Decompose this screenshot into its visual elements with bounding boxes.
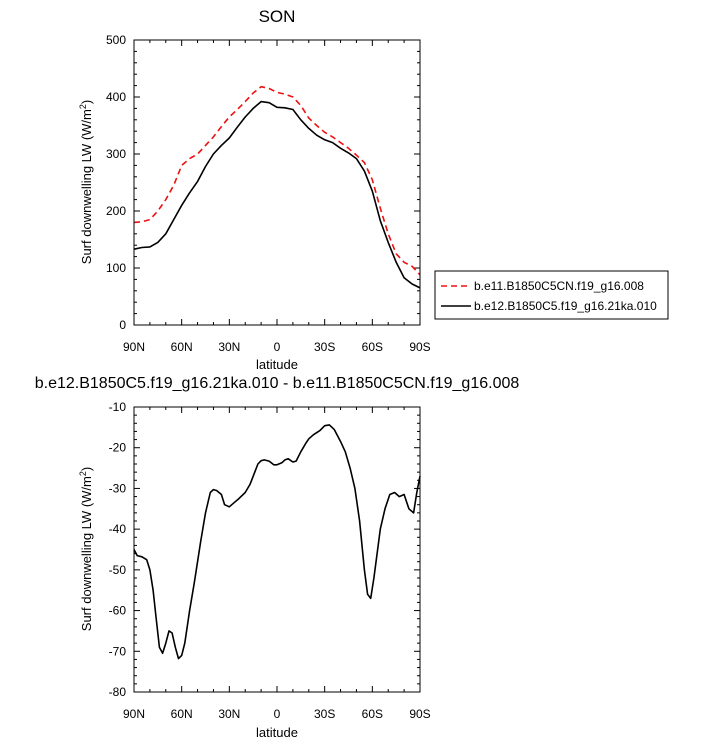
- bottom-series-line-1: [133, 424, 421, 660]
- top-y-tick-label: 200: [106, 204, 126, 218]
- bottom-y-tick-label: -40: [109, 522, 127, 536]
- top-y-axis-label-sup: 2: [78, 104, 88, 109]
- top-panel: SON 0 100 200 300 400 500 90N 60N 30N 0 30S 60S 90S…: [78, 7, 669, 372]
- top-chart-title: SON: [259, 7, 296, 26]
- top-x-tick-label: 90S: [409, 340, 430, 354]
- top-x-axis-label: latitude: [256, 357, 298, 372]
- bottom-y-ticks: -80 -70 -60 -50 -40 -30 -20 -10: [109, 400, 420, 699]
- top-plot-frame: [133, 39, 421, 326]
- top-x-ticks: 90N 60N 30N 0 30S 60S 90S: [123, 40, 431, 354]
- top-x-tick-label: 30N: [218, 340, 240, 354]
- bottom-x-tick-label: 30S: [314, 707, 335, 721]
- top-series-lines: [133, 85, 421, 289]
- bottom-y-tick-label: -10: [109, 400, 127, 414]
- bottom-y-tick-label: -30: [109, 481, 127, 495]
- legend: b.e11.B1850C5CN.f19_g16.008 b.e12.B1850C…: [434, 270, 669, 320]
- legend-label-series-1: b.e11.B1850C5CN.f19_g16.008: [474, 279, 644, 293]
- bottom-chart-title: b.e12.B1850C5.f19_g16.21ka.010 - b.e11.B…: [35, 375, 520, 392]
- top-y-axis-label-main: Surf downwelling LW (W/m: [79, 109, 94, 264]
- top-x-tick-label: 30S: [314, 340, 335, 354]
- top-y-axis-label: Surf downwelling LW (W/m2): [78, 100, 94, 264]
- top-y-tick-label: 400: [106, 90, 126, 104]
- bottom-y-axis-label-sup: 2: [78, 471, 88, 476]
- bottom-y-tick-label: -20: [109, 441, 127, 455]
- top-series-line-2: [133, 100, 421, 289]
- bottom-y-tick-label: -80: [109, 685, 127, 699]
- top-x-tick-label: 0: [274, 340, 281, 354]
- bottom-x-tick-label: 90N: [123, 707, 145, 721]
- top-x-tick-label: 60S: [362, 340, 383, 354]
- top-y-tick-label: 100: [106, 261, 126, 275]
- bottom-y-axis-label-end: ): [79, 467, 94, 471]
- top-series-line-1: [133, 85, 421, 276]
- bottom-y-tick-label: -70: [109, 644, 127, 658]
- legend-box: [434, 270, 669, 320]
- bottom-y-tick-label: -60: [109, 604, 127, 618]
- bottom-x-ticks: 90N 60N 30N 0 30S 60S 90S: [123, 407, 431, 721]
- top-x-tick-label: 90N: [123, 340, 145, 354]
- bottom-x-tick-label: 30N: [218, 707, 240, 721]
- bottom-x-axis-label: latitude: [256, 725, 298, 740]
- bottom-y-axis-label-main: Surf downwelling LW (W/m: [79, 476, 94, 631]
- top-x-tick-label: 60N: [171, 340, 193, 354]
- bottom-x-tick-label: 0: [274, 707, 281, 721]
- legend-label-series-2: b.e12.B1850C5.f19_g16.21ka.010: [474, 299, 657, 313]
- bottom-y-tick-label: -50: [109, 563, 127, 577]
- top-y-tick-label: 300: [106, 147, 126, 161]
- top-y-tick-label: 0: [119, 318, 126, 332]
- bottom-y-axis-label: Surf downwelling LW (W/m2): [78, 467, 94, 631]
- bottom-panel: b.e12.B1850C5.f19_g16.21ka.010 - b.e11.B…: [35, 375, 520, 740]
- top-y-tick-label: 500: [106, 33, 126, 47]
- bottom-x-tick-label: 90S: [409, 707, 430, 721]
- bottom-x-tick-label: 60S: [362, 707, 383, 721]
- top-y-axis-label-end: ): [79, 100, 94, 104]
- top-y-ticks: 0 100 200 300 400 500: [106, 33, 420, 332]
- bottom-plot-frame: [133, 406, 421, 693]
- bottom-series-lines: [133, 424, 421, 660]
- bottom-x-tick-label: 60N: [171, 707, 193, 721]
